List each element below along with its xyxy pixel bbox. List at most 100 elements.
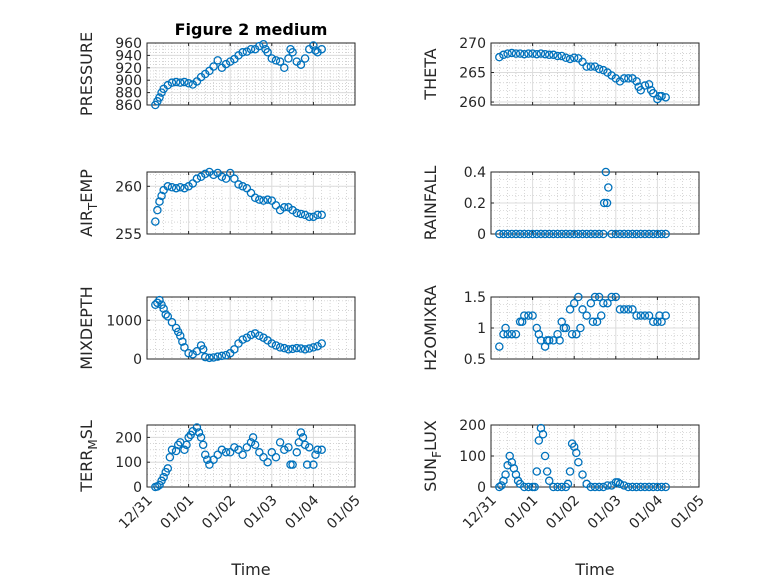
data-point: [590, 62, 600, 71]
data-point: [155, 480, 164, 490]
ylabel-main: SUN: [421, 458, 440, 492]
y-tick-label: 0.4: [464, 165, 486, 181]
data-point: [503, 229, 512, 239]
data-point: [280, 445, 289, 455]
data-point: [171, 77, 181, 87]
axes-box: [146, 296, 356, 360]
data-point: [607, 292, 616, 302]
data-point: [561, 229, 571, 239]
subplot-airtemp: 255 260 AIRTEMP: [77, 167, 356, 243]
data-point: [574, 292, 583, 302]
axes-box: [490, 42, 700, 106]
data-point: [171, 183, 181, 193]
x-tick-label: 01/03: [585, 493, 625, 533]
data-point: [159, 472, 168, 482]
data-point: [594, 229, 604, 239]
data-point: [317, 210, 326, 220]
y-tick-label: 900: [115, 73, 142, 89]
data-point: [569, 229, 579, 239]
data-point: [248, 433, 258, 442]
data-point: [611, 229, 621, 239]
y-axis-label: MIXDEPTH: [77, 286, 96, 369]
data-point: [263, 195, 272, 204]
data-point: [586, 229, 596, 239]
data-point: [311, 46, 320, 55]
data-point: [155, 197, 164, 206]
data-point: [180, 343, 189, 352]
data-point: [267, 54, 277, 63]
data-point: [599, 65, 608, 75]
data-point: [563, 479, 573, 489]
data-point: [178, 337, 187, 346]
data-point: [153, 482, 162, 491]
data-point: [636, 482, 646, 492]
data-point: [632, 229, 641, 239]
data-point: [601, 167, 611, 177]
data-point: [304, 443, 314, 452]
data-point: [576, 323, 585, 333]
data-point: [300, 440, 310, 450]
y-axis-label: RAINFALL: [421, 166, 440, 241]
data-point: [296, 209, 306, 219]
data-point: [586, 62, 596, 71]
y-tick-label: 270: [459, 36, 486, 52]
data-point: [582, 311, 591, 320]
data-point: [619, 481, 629, 490]
chart-title: Figure 2 medium: [175, 20, 328, 39]
data-point: [255, 448, 264, 457]
data-point: [309, 343, 318, 352]
data-point: [180, 77, 189, 87]
data-point: [292, 343, 302, 353]
data-point: [544, 229, 554, 239]
data-point: [205, 460, 214, 469]
ylabel-main: H2OMIXRA: [421, 285, 440, 371]
x-axis-label: Time: [230, 560, 270, 579]
axes-background: [147, 172, 355, 234]
data-point: [549, 50, 558, 60]
data-point: [230, 443, 239, 452]
data-point: [296, 428, 306, 437]
data-point: [304, 344, 314, 353]
data-point: [578, 470, 587, 479]
data-point: [603, 481, 612, 490]
ylabel-main: PRESSURE: [77, 32, 96, 116]
data-point: [590, 482, 600, 492]
data-point: [275, 438, 285, 447]
data-point: [567, 329, 577, 339]
data-point: [284, 345, 293, 354]
data-point: [495, 229, 504, 239]
data-point: [165, 452, 175, 462]
data-point: [192, 423, 202, 432]
data-point: [648, 229, 658, 239]
data-point: [524, 311, 533, 320]
data-point: [209, 353, 218, 362]
data-point: [657, 91, 666, 101]
x-tick-label: 01/01: [158, 493, 198, 533]
data-point: [574, 457, 583, 467]
ylabel-subscript: F: [430, 451, 444, 458]
x-tick-label: 01/02: [543, 493, 583, 533]
x-tick-label: 01/05: [668, 493, 708, 533]
ylabel-main: RAINFALL: [421, 166, 440, 241]
data-point: [292, 208, 302, 218]
data-point: [644, 229, 654, 239]
data-point: [599, 229, 608, 239]
data-point: [167, 445, 177, 455]
data-point: [549, 482, 558, 492]
axes-box: [146, 171, 356, 235]
data-point: [288, 344, 297, 354]
data-point: [313, 341, 322, 351]
data-point: [499, 229, 508, 239]
data-point: [246, 330, 256, 340]
data-point: [213, 352, 222, 361]
data-point: [594, 292, 604, 302]
data-point: [242, 333, 252, 342]
data-point: [520, 229, 529, 239]
subplot-h2omixra: 0.5 1 1.5 H2OMIXRA: [421, 285, 700, 371]
y-tick-label: 0: [133, 480, 142, 496]
data-point: [157, 191, 166, 201]
data-point: [578, 229, 587, 239]
data-point: [288, 460, 297, 469]
data-point: [163, 182, 173, 191]
data-point: [200, 169, 210, 179]
